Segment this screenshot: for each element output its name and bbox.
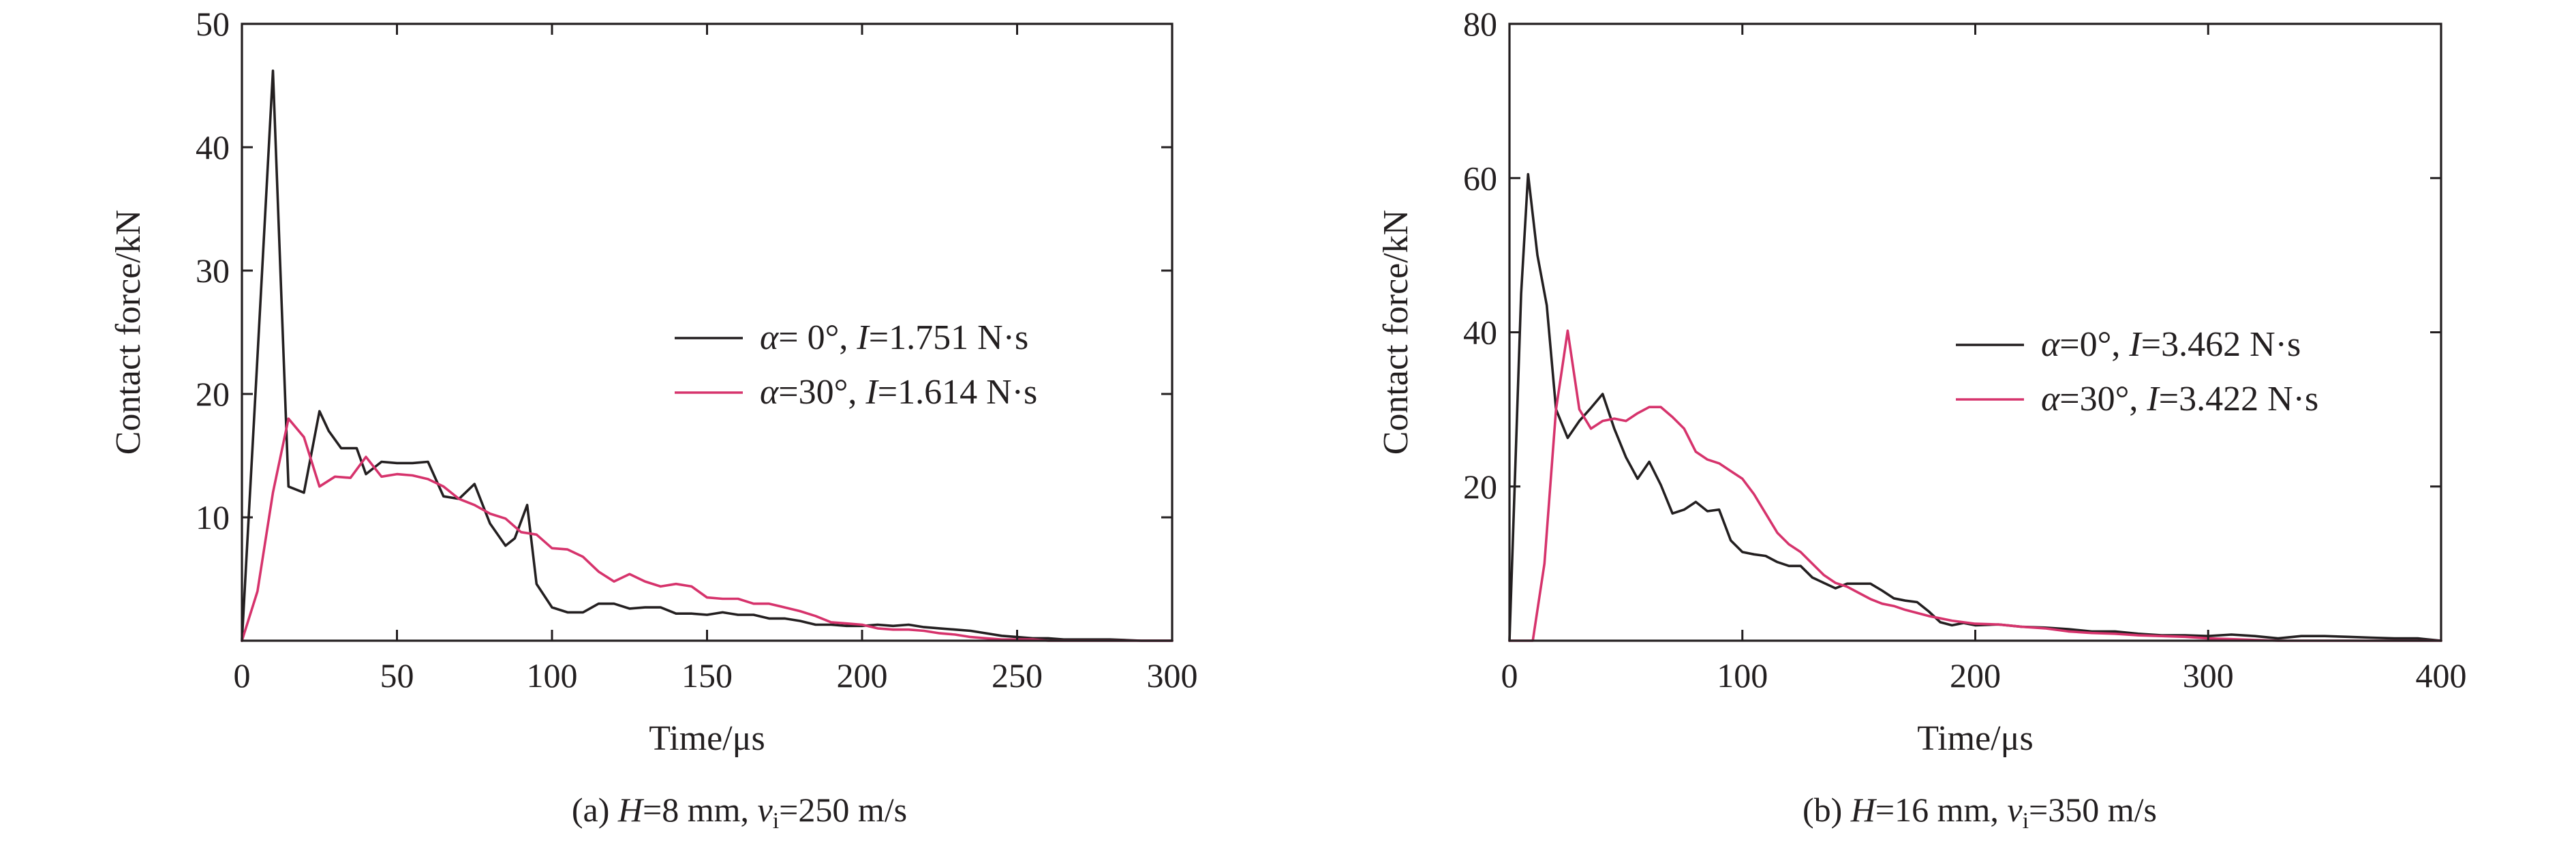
subplot-caption: (b) H=16 mm, vi=350 m/s (1803, 791, 2157, 834)
x-tick-label: 300 (1147, 656, 1198, 695)
x-tick-label: 0 (234, 656, 251, 695)
legend-entry: α=30°, I=3.422 N·s (2041, 380, 2318, 419)
y-tick-label: 30 (196, 252, 230, 290)
chart-1: 0 100 200 300 400 20 40 60 80 Time/μs Contact forc… (1377, 5, 2467, 834)
x-tick-label: 50 (380, 656, 414, 695)
y-tick-label: 20 (196, 375, 230, 413)
subplot-caption: (a) H=8 mm, vi=250 m/s (572, 791, 907, 834)
x-tick-label: 150 (681, 656, 733, 695)
plot-frame (1508, 22, 2442, 642)
x-tick-label: 0 (1501, 656, 1518, 695)
chart-0: 0 50 100 150 200 250 300 10 20 30 40 50 Time/μs Conta… (109, 5, 1198, 834)
x-axis-label: Time/μs (649, 719, 765, 758)
series-line-0-1 (241, 417, 1174, 642)
y-axis-label: Contact force/kN (109, 210, 148, 455)
y-axis-label: Contact force/kN (1377, 210, 1415, 455)
x-tick-label: 200 (1950, 656, 2001, 695)
legend-entry: α=30°, I=1.614 N·s (760, 373, 1037, 412)
y-tick-label: 10 (196, 498, 230, 536)
x-axis-label: Time/μs (1917, 719, 2033, 758)
y-tick-label: 40 (1463, 314, 1497, 352)
y-tick-label: 80 (1463, 5, 1497, 43)
x-tick-label: 300 (2183, 656, 2234, 695)
x-tick-label: 200 (837, 656, 888, 695)
x-tick-label: 100 (527, 656, 578, 695)
y-tick-label: 60 (1463, 159, 1497, 197)
x-tick-label: 250 (992, 656, 1043, 695)
y-tick-label: 20 (1463, 468, 1497, 506)
plot-frame (241, 22, 1174, 642)
series-line-1-1 (1508, 329, 2442, 642)
y-tick-label: 50 (196, 5, 230, 43)
legend-entry: α= 0°, I=1.751 N·s (760, 318, 1028, 357)
x-tick-label: 100 (1717, 656, 1768, 695)
y-tick-label: 40 (196, 128, 230, 166)
series-line-0-0 (241, 70, 1174, 642)
x-tick-label: 400 (2416, 656, 2467, 695)
legend-entry: α=0°, I=3.462 N·s (2041, 325, 2301, 364)
series-line-1-0 (1508, 172, 2442, 642)
